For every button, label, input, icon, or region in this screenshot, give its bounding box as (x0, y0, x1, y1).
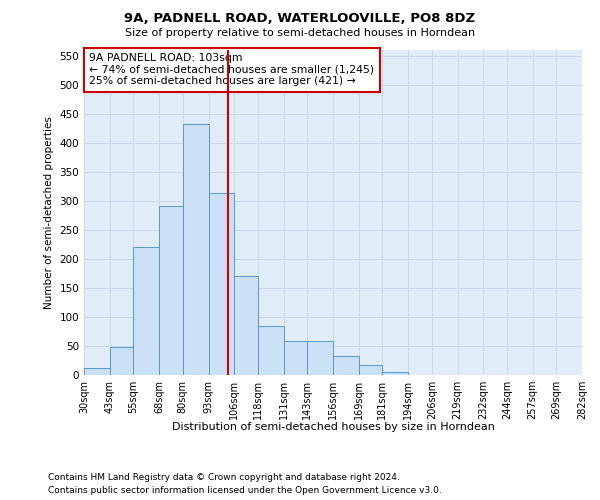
Bar (333, 356, 359, 375)
Bar (133, 248, 159, 375)
Text: 9A, PADNELL ROAD, WATERLOOVILLE, PO8 8DZ: 9A, PADNELL ROAD, WATERLOOVILLE, PO8 8DZ (124, 12, 476, 26)
Text: Size of property relative to semi-detached houses in Horndean: Size of property relative to semi-detach… (125, 28, 475, 38)
Bar (110, 347, 133, 375)
Bar (284, 342, 307, 375)
Y-axis label: Number of semi-detached properties: Number of semi-detached properties (44, 116, 54, 309)
Text: Distribution of semi-detached houses by size in Horndean: Distribution of semi-detached houses by … (172, 422, 494, 432)
Text: 9A PADNELL ROAD: 103sqm
← 74% of semi-detached houses are smaller (1,245)
25% of: 9A PADNELL ROAD: 103sqm ← 74% of semi-de… (89, 53, 374, 86)
Bar (359, 364, 382, 375)
Bar (307, 342, 333, 375)
Bar (183, 124, 209, 375)
Bar (209, 194, 234, 375)
Bar (258, 326, 284, 375)
Bar (159, 206, 183, 375)
Bar (234, 276, 258, 375)
Bar (382, 372, 408, 375)
Bar (84, 368, 110, 375)
Text: Contains HM Land Registry data © Crown copyright and database right 2024.: Contains HM Land Registry data © Crown c… (48, 472, 400, 482)
Text: Contains public sector information licensed under the Open Government Licence v3: Contains public sector information licen… (48, 486, 442, 495)
